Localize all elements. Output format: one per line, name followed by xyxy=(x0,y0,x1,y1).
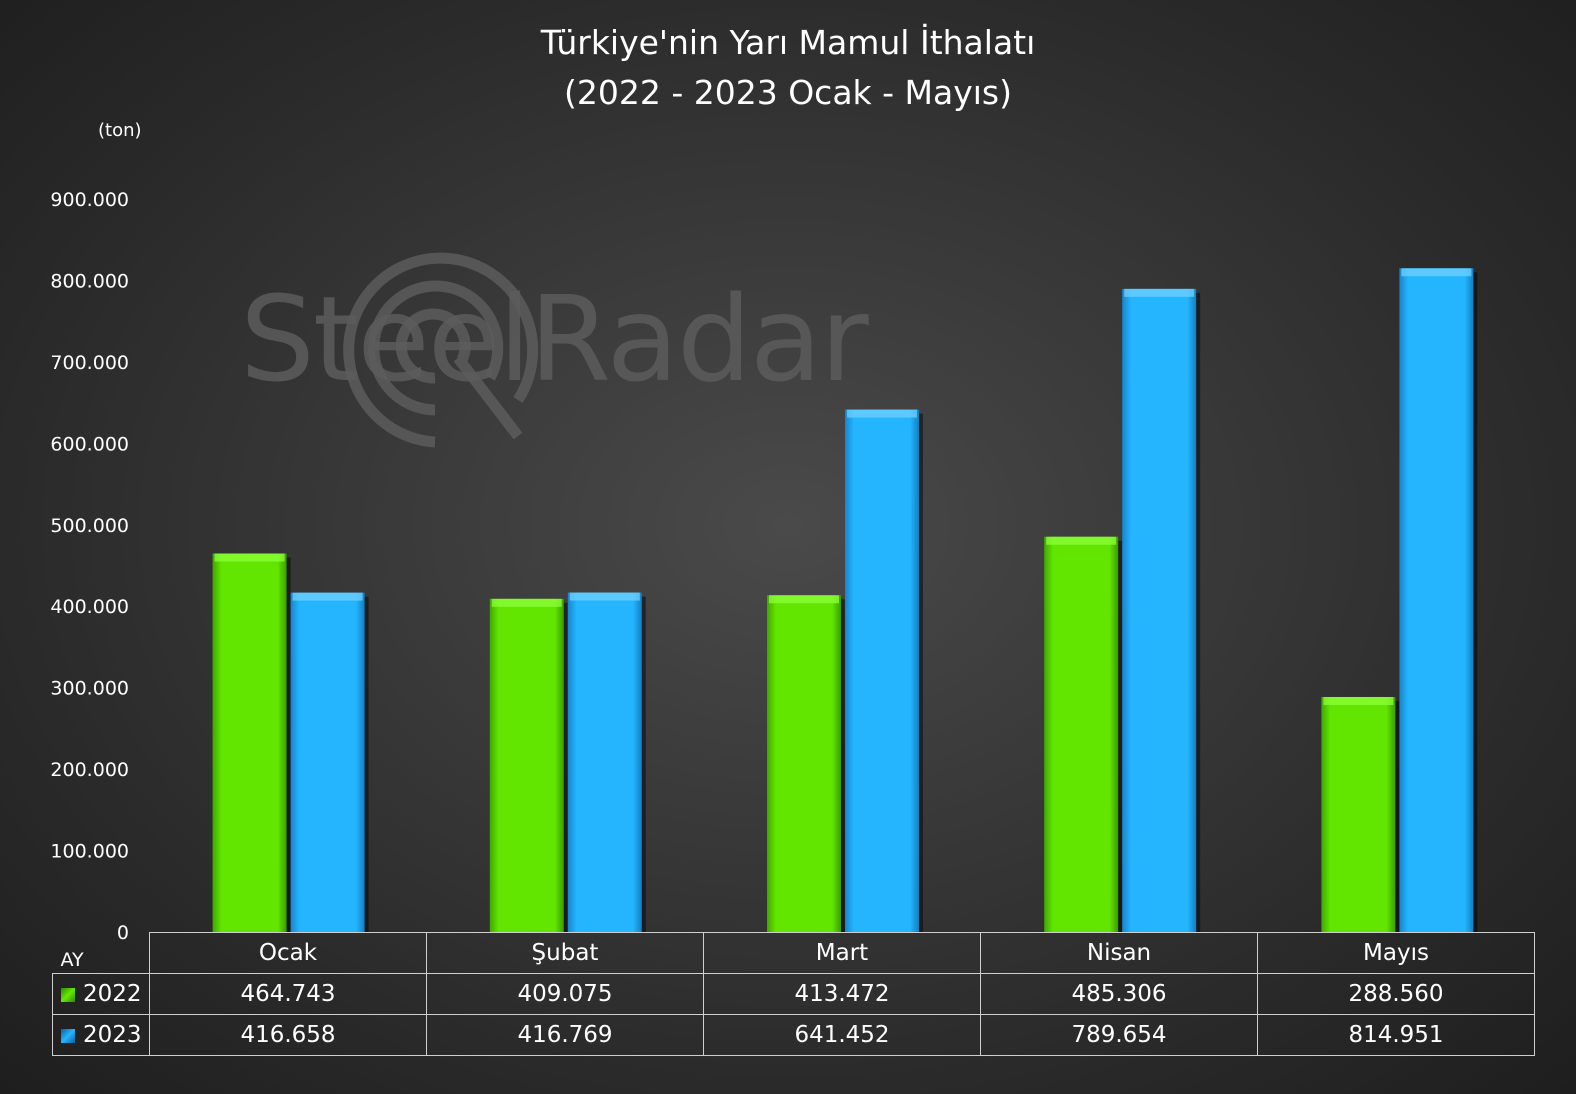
series-name-2023: 2023 xyxy=(83,1022,142,1048)
data-table-header-row: AY Ocak Şubat Mart Nisan Mayıs xyxy=(52,932,1535,974)
bar-2022-Ocak xyxy=(212,553,287,932)
value-cell: 485.306 xyxy=(980,973,1258,1015)
y-tick-label: 400.000 xyxy=(50,596,129,618)
bar-2023-Ocak xyxy=(290,592,365,932)
bar-bevel xyxy=(1046,536,1117,545)
bar-bevel xyxy=(847,409,917,418)
data-table: AY Ocak Şubat Mart Nisan Mayıs 2022 464.… xyxy=(52,932,1535,1056)
bar-2023-Mart xyxy=(845,409,919,932)
y-tick-label: 200.000 xyxy=(50,759,129,781)
value-cell: 288.560 xyxy=(1257,973,1535,1015)
bar-2022-Mart xyxy=(767,595,841,932)
category-cell: Ocak xyxy=(149,932,427,974)
steelradar-watermark-text: SteelRadar xyxy=(240,270,869,408)
data-table-row-2022: 2022 464.743 409.075 413.472 485.306 288… xyxy=(52,973,1535,1015)
y-tick-label: 100.000 xyxy=(50,841,129,863)
bar-bevel xyxy=(214,553,285,562)
category-cell: Şubat xyxy=(426,932,704,974)
bar-2022-Mayıs xyxy=(1321,696,1396,932)
y-tick-label: 500.000 xyxy=(50,515,129,537)
x-axis-title: AY xyxy=(60,949,84,971)
value-cell: 416.658 xyxy=(149,1014,427,1056)
y-tick-label: 700.000 xyxy=(50,352,129,374)
value-cell: 641.452 xyxy=(703,1014,981,1056)
bar-2023-Nisan xyxy=(1122,288,1197,932)
category-cell: Mayıs xyxy=(1257,932,1535,974)
chart-title-line-2: (2022 - 2023 Ocak - Mayıs) xyxy=(563,73,1012,112)
bar-bevel xyxy=(1323,696,1394,705)
bars xyxy=(212,268,1478,932)
bar-bevel xyxy=(1124,288,1195,297)
bar-2023-Mayıs xyxy=(1399,268,1474,932)
x-axis-title-cell: AY xyxy=(52,932,150,974)
bar-bevel xyxy=(1401,268,1472,277)
bar-2022-Şubat xyxy=(489,598,564,932)
y-tick-label: 800.000 xyxy=(50,270,129,292)
bar-bevel xyxy=(491,598,562,607)
legend-key-2022 xyxy=(61,987,75,1002)
category-cell: Nisan xyxy=(980,932,1258,974)
series-name-2022: 2022 xyxy=(83,981,142,1007)
value-cell: 413.472 xyxy=(703,973,981,1015)
value-cell: 409.075 xyxy=(426,973,704,1015)
series-header-2022: 2022 xyxy=(52,973,150,1015)
y-axis-unit-label: (ton) xyxy=(98,120,142,141)
value-cell: 789.654 xyxy=(980,1014,1258,1056)
data-table-row-2023: 2023 416.658 416.769 641.452 789.654 814… xyxy=(52,1014,1535,1056)
bar-bevel xyxy=(569,592,640,601)
bar-2022-Nisan xyxy=(1044,536,1119,932)
bar-2023-Şubat xyxy=(567,592,642,932)
value-cell: 464.743 xyxy=(149,973,427,1015)
value-cell: 814.951 xyxy=(1257,1014,1535,1056)
y-tick-label: 900.000 xyxy=(50,189,129,211)
value-cell: 416.769 xyxy=(426,1014,704,1056)
chart-title-line-1: Türkiye'nin Yarı Mamul İthalatı xyxy=(540,23,1036,62)
category-cell: Mart xyxy=(703,932,981,974)
y-tick-label: 600.000 xyxy=(50,433,129,455)
legend-key-2023 xyxy=(61,1028,75,1043)
y-tick-label: 300.000 xyxy=(50,678,129,700)
series-header-2023: 2023 xyxy=(52,1014,150,1056)
bar-bevel xyxy=(769,595,839,604)
chart-title: Türkiye'nin Yarı Mamul İthalatı (2022 - … xyxy=(0,18,1576,118)
y-axis: 0100.000200.000300.000400.000500.000600.… xyxy=(50,189,129,944)
bar-bevel xyxy=(292,592,363,601)
